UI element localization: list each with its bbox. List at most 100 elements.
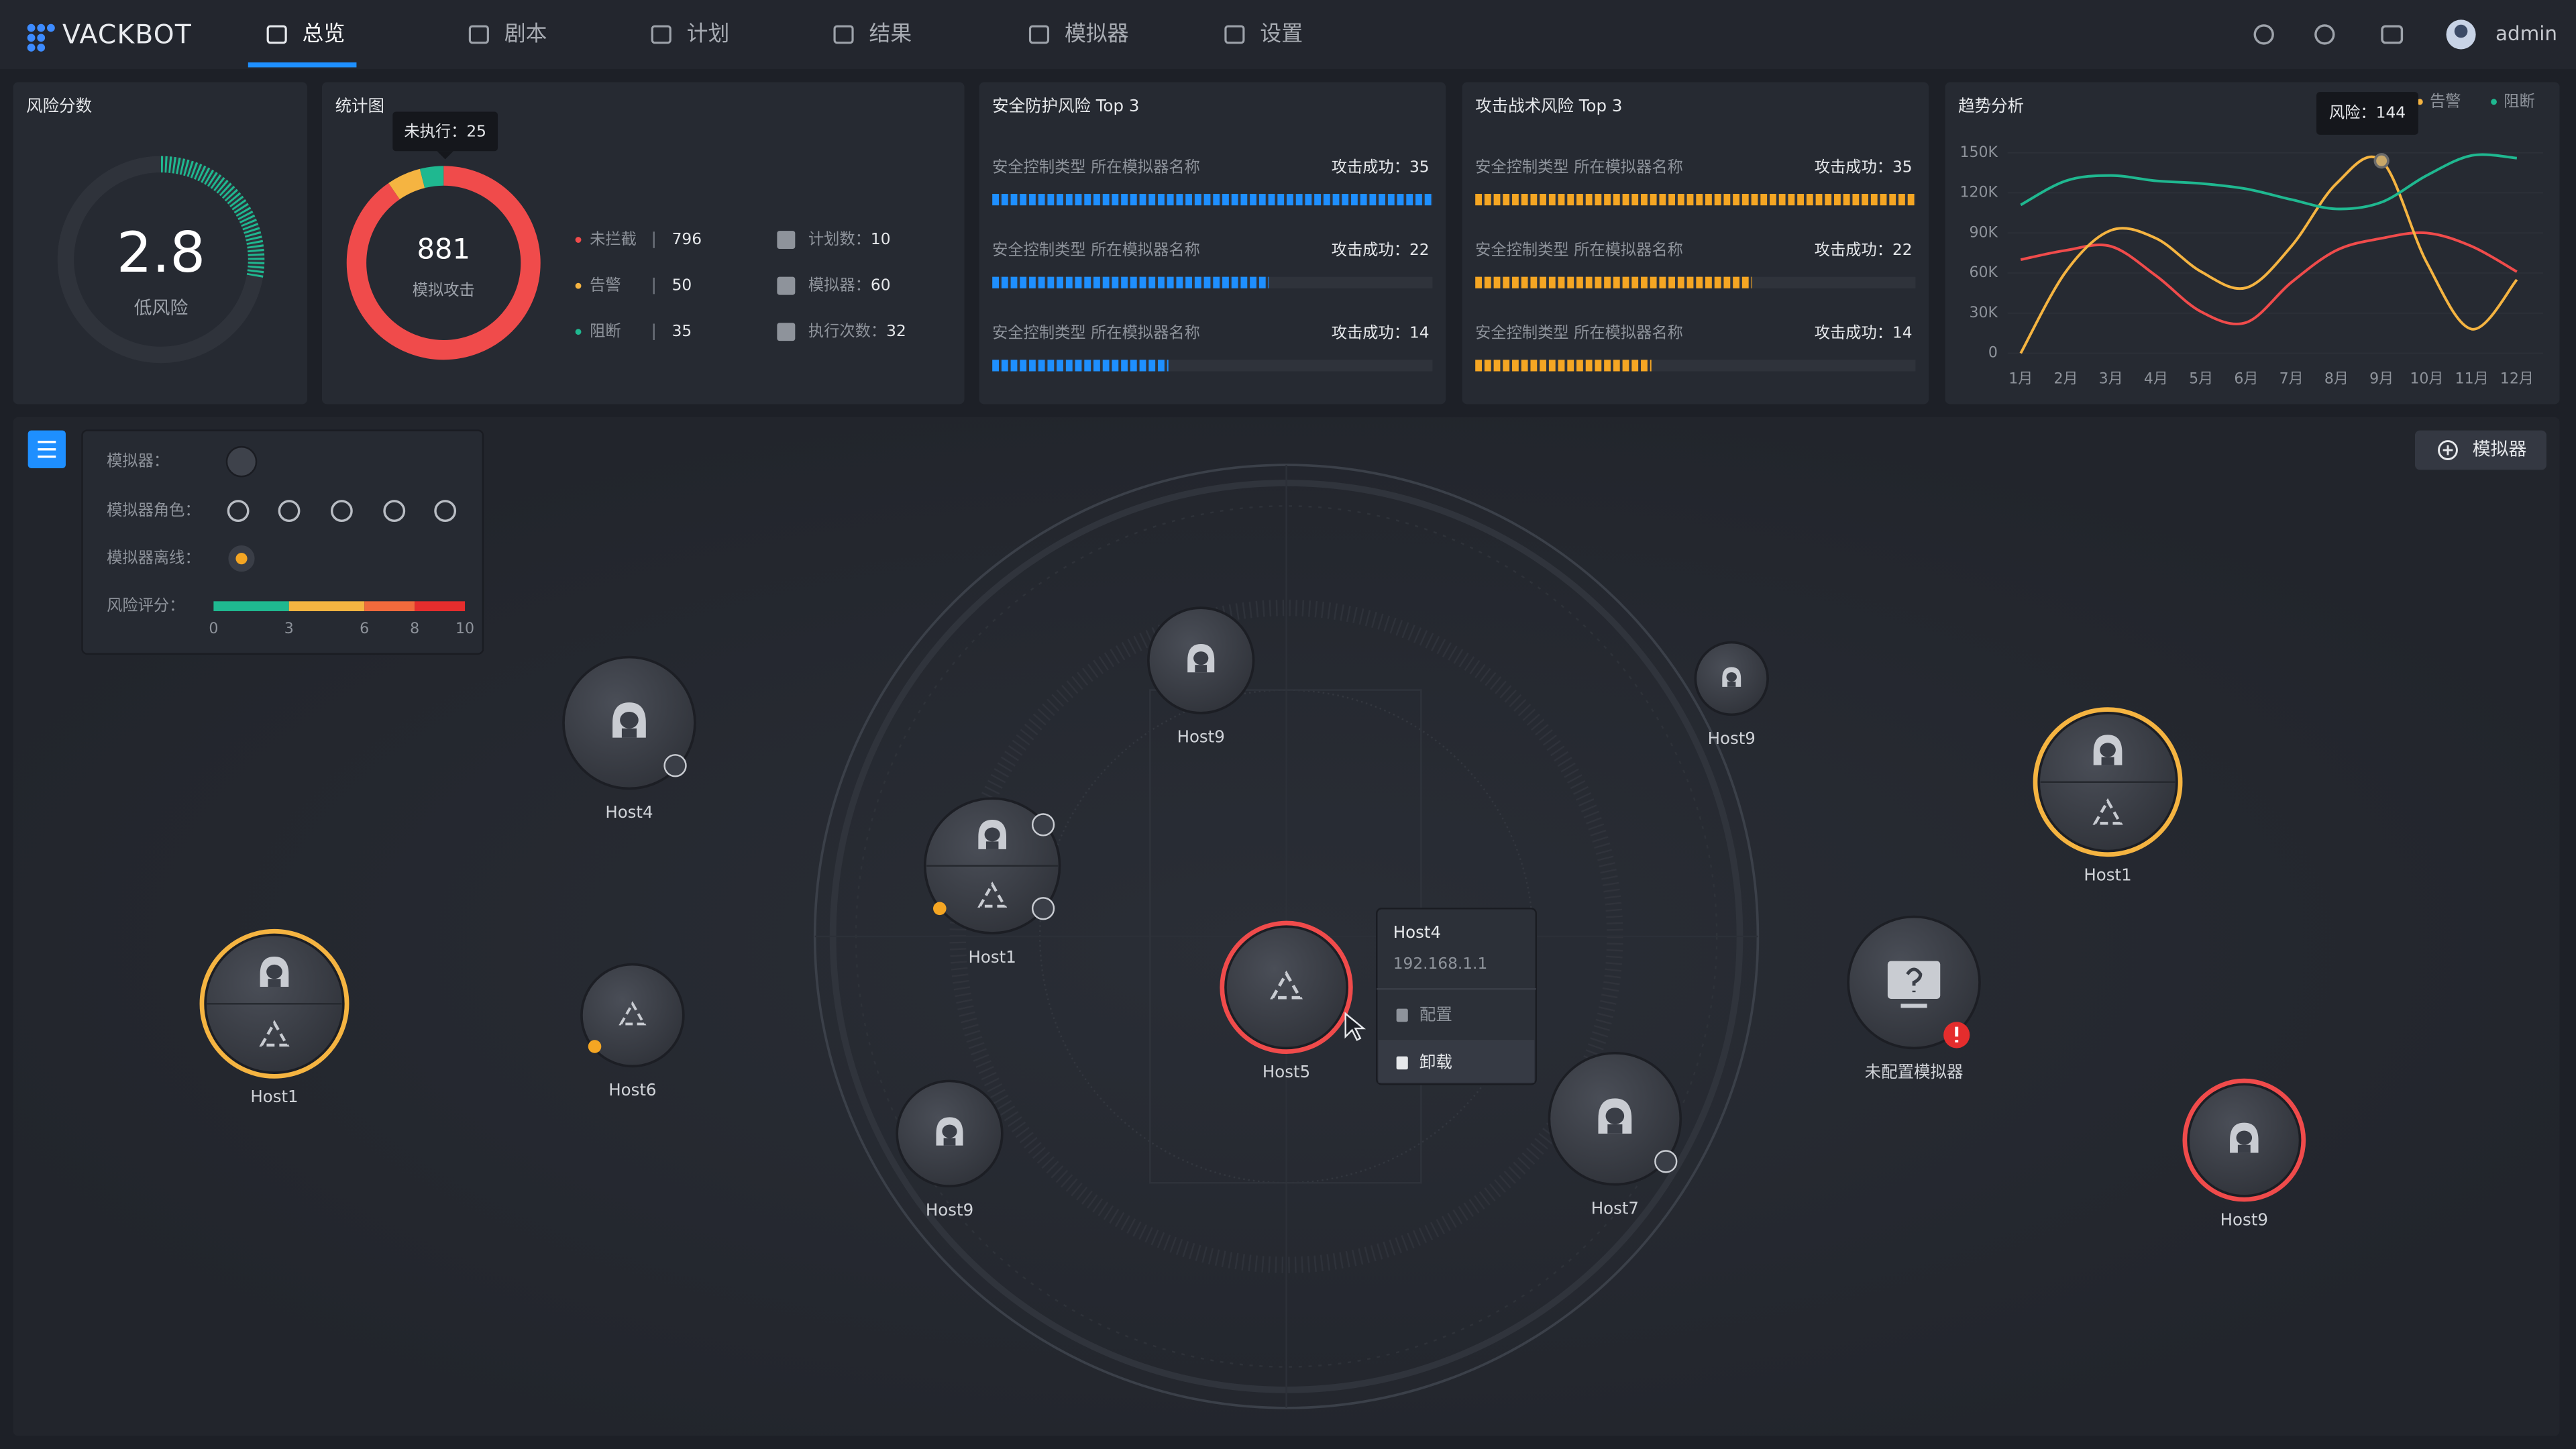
add-icon [2438, 440, 2458, 460]
success-label: 攻击成功： [1332, 241, 1409, 259]
role-badge [663, 754, 687, 777]
menu-item-icon [1396, 1008, 1408, 1022]
node-label[interactable]: Host1 [2084, 865, 2131, 884]
menu-host: Host4 [1393, 922, 1441, 942]
list-icon [38, 441, 56, 458]
y-tick-label: 60K [1969, 264, 1998, 281]
role-badge [1031, 813, 1055, 837]
tab-icon [266, 25, 287, 44]
risk-level: 低风险 [134, 298, 189, 319]
nav-tab[interactable]: 设置 [1260, 20, 1303, 46]
legend-label: 未拦截 [590, 230, 637, 248]
score-band [364, 601, 415, 612]
success-label: 攻击成功： [1332, 324, 1409, 342]
nav-tab[interactable]: 剧本 [504, 20, 547, 46]
role-icon[interactable] [434, 500, 457, 523]
nav-tab[interactable]: 模拟器 [1065, 20, 1129, 46]
stats-panel [322, 82, 965, 405]
tab-icon [1224, 25, 1245, 44]
score-band [288, 601, 365, 612]
role-badge [1031, 897, 1055, 920]
legend-label: 告警 [590, 276, 621, 294]
x-tick-label: 12月 [2500, 371, 2534, 388]
node-label[interactable]: Host1 [250, 1087, 298, 1106]
offline-icon-mark [235, 553, 248, 565]
legend-dot [575, 282, 582, 289]
simulator-node[interactable] [580, 963, 685, 1068]
brand: VACKBOT [62, 19, 192, 50]
count-icon [777, 231, 796, 250]
hover-point [2373, 153, 2390, 169]
legend-value: 50 [672, 276, 692, 294]
simulator-name: 所在模拟器名称 [1574, 158, 1683, 176]
menu-item-icon [1396, 1056, 1408, 1070]
tooltip [392, 111, 498, 152]
role-icon[interactable] [383, 500, 406, 523]
node-label[interactable]: Host1 [969, 947, 1016, 967]
offline-badge [588, 1040, 602, 1053]
hacker-face [2100, 743, 2116, 757]
question-glyph [1906, 967, 1923, 993]
panel-title: 安全防护风险 Top 3 [992, 96, 1139, 115]
node-label[interactable]: Host4 [605, 802, 653, 822]
bar-track [1475, 193, 1916, 206]
control-type: 安全控制类型 [1475, 324, 1569, 342]
role-icon[interactable] [227, 500, 250, 523]
x-tick-label: 6月 [2234, 371, 2258, 388]
bar-track [1475, 360, 1916, 372]
control-type: 安全控制类型 [1475, 158, 1569, 176]
nav-tab[interactable]: 计划 [687, 20, 730, 46]
tooltip [2316, 92, 2418, 135]
node-label[interactable]: Host9 [926, 1200, 973, 1220]
success-count: 22 [1409, 241, 1430, 259]
node-label[interactable]: Host7 [1591, 1198, 1639, 1218]
simulator-name: 所在模拟器名称 [1091, 324, 1200, 342]
nav-tab[interactable]: 结果 [869, 20, 912, 46]
node-label[interactable]: Host6 [608, 1080, 656, 1099]
nav-tab[interactable]: 总览 [303, 20, 345, 46]
tab-icon [1028, 25, 1050, 44]
bar-track [992, 193, 1433, 206]
node-label[interactable]: Host9 [1708, 729, 1756, 748]
panel-title: 统计图 [335, 96, 384, 115]
panel-title: 风险分数 [26, 96, 92, 115]
role-icon[interactable] [330, 500, 353, 523]
legend-label: 模拟器离线： [107, 549, 201, 567]
y-tick-label: 0 [1988, 345, 1998, 362]
success-count: 35 [1409, 158, 1430, 176]
hacker-face [942, 1124, 957, 1138]
gauge-arc [160, 156, 265, 279]
hacker-face [620, 711, 639, 729]
add-simulator-label[interactable]: 模拟器 [2473, 439, 2527, 460]
tooltip-text: 未执行：25 [404, 123, 486, 141]
x-tick-label: 10月 [2410, 371, 2443, 388]
trend-line [2019, 155, 2518, 354]
user-name[interactable]: admin [2496, 22, 2557, 45]
simulator-toggle[interactable] [225, 445, 258, 478]
map-legend [81, 429, 484, 655]
donut-total: 881 [417, 233, 470, 266]
x-tick-label: 7月 [2279, 371, 2304, 388]
add-icon [2443, 445, 2453, 455]
legend-label: 风险评分： [107, 596, 184, 614]
role-icon[interactable] [278, 500, 301, 523]
node-label[interactable]: 未配置模拟器 [1865, 1062, 1964, 1081]
legend-label: 模拟器： [107, 452, 169, 470]
cursor [1344, 1012, 1366, 1041]
menu-item[interactable]: 卸载 [1419, 1052, 1452, 1071]
score-tick-label: 10 [455, 621, 474, 637]
offline-badge [933, 902, 947, 916]
legend-value: 35 [672, 322, 692, 340]
legend-label: 模拟器角色： [107, 501, 201, 519]
node-label[interactable]: Host5 [1263, 1062, 1310, 1081]
node-label[interactable]: Host9 [1177, 727, 1225, 747]
role-badge [1654, 1150, 1678, 1173]
simulator-node[interactable] [1224, 925, 1348, 1050]
node-ring [199, 928, 350, 1079]
trend-line [2020, 231, 2518, 325]
node-label[interactable]: Host9 [2220, 1210, 2268, 1230]
y-tick-label: 120K [1960, 184, 1998, 201]
menu-item[interactable]: 配置 [1419, 1004, 1452, 1024]
hacker-face [1605, 1108, 1625, 1125]
